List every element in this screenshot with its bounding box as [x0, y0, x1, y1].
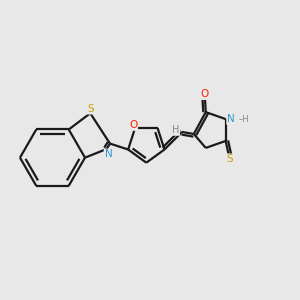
Text: O: O [129, 120, 137, 130]
Text: O: O [201, 89, 209, 99]
Text: N: N [227, 114, 235, 124]
Text: H: H [172, 125, 179, 135]
Text: N: N [105, 149, 112, 159]
Text: –H: –H [238, 115, 249, 124]
Text: S: S [87, 104, 94, 114]
Text: S: S [226, 154, 233, 164]
